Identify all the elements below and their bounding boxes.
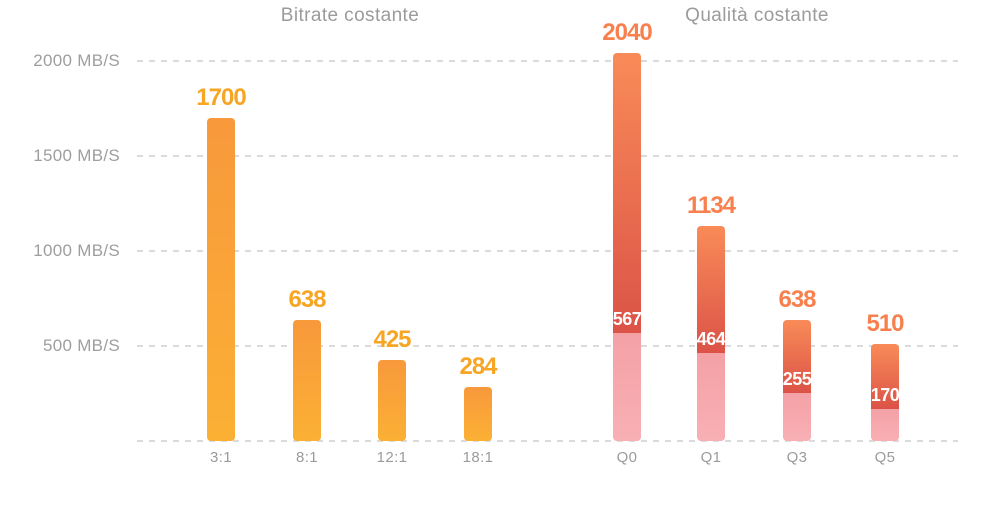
bar-3:1 [207, 118, 235, 441]
bar-Q3: 255 [783, 319, 812, 441]
bar-inner-label: 567 [612, 309, 642, 330]
bar-18:1 [464, 387, 492, 441]
bar-segment-upper [613, 53, 641, 334]
x-axis-label-18:1: 18:1 [462, 449, 494, 466]
x-axis-label-Q5: Q5 [874, 449, 896, 466]
bar-segment-upper [697, 225, 725, 353]
group-title-quality: Qualità costante [685, 5, 829, 26]
bar-segment-upper [783, 319, 811, 393]
x-axis-label-12:1: 12:1 [376, 449, 408, 466]
x-axis-label-3:1: 3:1 [209, 449, 233, 466]
x-axis-label-Q0: Q0 [616, 449, 638, 466]
bar-value-label: 2040 [602, 19, 652, 47]
bar-value-label: 510 [866, 310, 904, 338]
bar-value-label: 1700 [196, 84, 246, 111]
bar-Q5: 170 [871, 344, 900, 441]
gridline-1000 [137, 250, 958, 252]
y-axis-tick-label: 1000 MB/S [33, 241, 120, 260]
bar-value-label: 1134 [686, 191, 736, 219]
bar-segment-upper [871, 344, 899, 409]
bar-8:1 [293, 319, 321, 441]
bar-segment-lower [871, 408, 899, 441]
bar-inner-label: 464 [696, 328, 726, 349]
bar-value-label: 284 [459, 353, 497, 381]
bar-value-label: 638 [778, 285, 816, 313]
bar-value-label: 638 [288, 285, 326, 313]
bar-Q0: 567 [613, 53, 642, 441]
bar-value-label: 425 [373, 326, 411, 354]
x-axis-label-Q3: Q3 [786, 449, 808, 466]
y-axis-tick-label: 2000 MB/S [33, 51, 120, 70]
bar-inner-label: 255 [782, 368, 812, 389]
gridline-0 [137, 440, 958, 442]
bar-12:1 [378, 360, 406, 441]
gridline-1500 [137, 155, 958, 157]
bar-segment-lower [697, 352, 725, 441]
y-axis-tick-label: 500 MB/S [42, 336, 120, 355]
x-axis-label-8:1: 8:1 [295, 449, 319, 466]
gridline-500 [137, 345, 958, 347]
x-axis-label-Q1: Q1 [700, 449, 722, 466]
gridline-2000 [137, 60, 958, 62]
bar-segment-lower [613, 333, 641, 441]
bar-inner-label: 170 [870, 384, 900, 405]
bar-segment-lower [783, 392, 811, 441]
y-axis-tick-label: 1500 MB/S [33, 146, 120, 165]
group-title-bitrate: Bitrate costante [280, 5, 420, 26]
bar-Q1: 464 [697, 225, 726, 441]
